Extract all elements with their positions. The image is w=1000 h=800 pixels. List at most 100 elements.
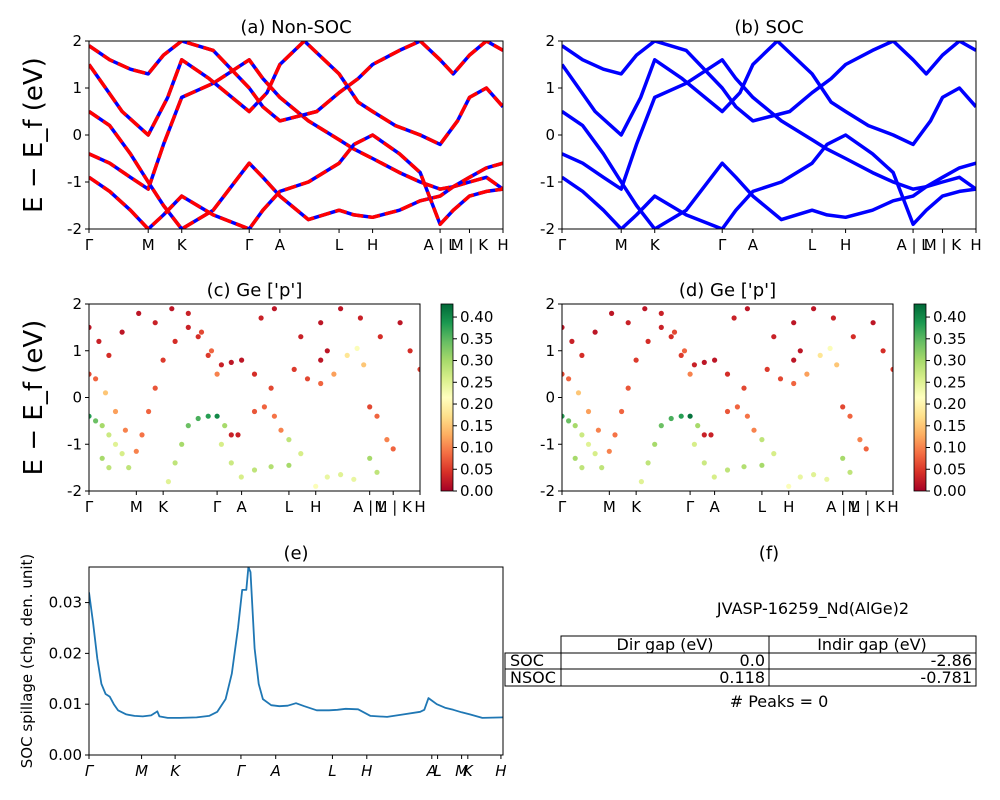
colorbar-tick-label: 0.15	[933, 417, 966, 435]
data-point	[840, 404, 846, 410]
plot-area-c	[89, 306, 420, 489]
data-point	[261, 404, 267, 410]
data-point	[205, 352, 211, 358]
x-tick-label: Γ	[558, 236, 567, 254]
y-tick-label: 1	[72, 79, 82, 97]
data-point	[612, 432, 618, 438]
band-line	[562, 58, 976, 191]
x-tick-label: A	[748, 236, 759, 254]
data-point	[205, 413, 211, 419]
data-point	[652, 441, 658, 447]
data-point	[99, 423, 105, 429]
colorbar-tick-label: 0.00	[460, 482, 493, 500]
axes-frame	[561, 303, 894, 492]
data-point	[759, 437, 765, 443]
y-tick-label: 1	[72, 342, 82, 360]
data-point	[324, 348, 330, 354]
data-point	[562, 371, 565, 377]
data-point	[724, 371, 731, 377]
x-tick-label: H	[887, 498, 898, 516]
x-tick-label: H	[840, 236, 851, 254]
y-tick-label: 0.02	[49, 644, 82, 662]
data-point	[811, 306, 817, 312]
gap-table: Dir gap (eV) Indir gap (eV) SOC 0.0 -2.8…	[504, 635, 977, 687]
data-point	[119, 451, 125, 457]
band-line	[562, 110, 976, 229]
data-point	[791, 357, 797, 363]
data-point	[847, 413, 853, 419]
data-point	[797, 474, 803, 480]
data-point	[658, 324, 664, 330]
data-point	[678, 352, 684, 358]
data-point	[562, 413, 565, 419]
data-point	[152, 385, 158, 391]
data-point	[139, 432, 145, 438]
data-point	[96, 338, 102, 344]
colorbar-tick-label: 0.40	[933, 308, 966, 326]
data-point	[701, 460, 707, 466]
data-point	[566, 376, 572, 382]
data-point	[579, 352, 585, 358]
data-point	[642, 306, 648, 312]
data-point	[89, 371, 92, 377]
x-tick-label: K	[631, 498, 642, 516]
x-tick-label: A	[275, 236, 286, 254]
y-tick-label: 0.03	[49, 594, 82, 612]
data-point	[172, 460, 178, 466]
data-point	[569, 338, 575, 344]
panel-f-summary: (f) JVASP-16259_Nd(AlGe)2 Dir gap (eV) I…	[504, 543, 977, 711]
y-tick-label: -1	[67, 435, 82, 453]
y-tick-label: 0	[72, 126, 82, 144]
data-point	[579, 465, 585, 471]
data-point	[840, 455, 846, 461]
y-axis-label: SOC spillage (chg. den. unit)	[18, 554, 36, 769]
x-tick-label: A	[270, 762, 281, 780]
data-point	[195, 415, 201, 422]
data-point	[357, 315, 363, 321]
y-tick-label: 2	[72, 32, 82, 50]
colorbar-tick-label: 0.00	[933, 482, 966, 500]
data-point	[286, 437, 292, 443]
data-point	[668, 415, 674, 422]
x-tick-label: L	[433, 762, 441, 780]
y-tick-label: 2	[72, 295, 82, 313]
data-point	[712, 357, 718, 363]
y-tick-label: 0.00	[49, 746, 82, 764]
data-point	[407, 348, 413, 354]
data-point	[658, 423, 664, 429]
data-point	[271, 306, 277, 312]
band-line-red	[89, 110, 503, 229]
band-line-blue	[89, 41, 503, 147]
y-axis-label: E − E_f (eV)	[19, 57, 49, 213]
data-point	[208, 348, 215, 354]
band-line-red	[89, 41, 503, 147]
y-tick-label: -1	[540, 173, 555, 191]
data-point	[691, 441, 698, 447]
band-line	[562, 133, 976, 229]
x-tick-label: K	[463, 762, 474, 780]
data-point	[222, 423, 228, 429]
data-point	[344, 352, 350, 358]
data-point	[764, 366, 770, 372]
y-axis-label: E − E_f (eV)	[19, 320, 49, 476]
data-point	[338, 306, 344, 312]
x-tick-label: Γ	[686, 498, 695, 516]
data-point	[384, 437, 390, 443]
x-tick-label: Γ	[85, 498, 94, 516]
x-tick-label: Γ	[245, 236, 254, 254]
table-cell-value: -2.86	[931, 651, 972, 670]
plot-area-d	[562, 306, 893, 489]
data-point	[827, 345, 833, 351]
data-point	[687, 413, 693, 419]
data-point	[172, 338, 178, 344]
data-point	[701, 432, 707, 438]
data-point	[251, 467, 258, 473]
data-point	[126, 465, 132, 471]
data-point	[361, 362, 367, 368]
x-tick-label: M | K	[848, 498, 887, 516]
data-point	[691, 362, 698, 368]
data-point	[678, 413, 684, 419]
data-point	[830, 315, 837, 321]
colorbar-tick-label: 0.15	[460, 417, 493, 435]
